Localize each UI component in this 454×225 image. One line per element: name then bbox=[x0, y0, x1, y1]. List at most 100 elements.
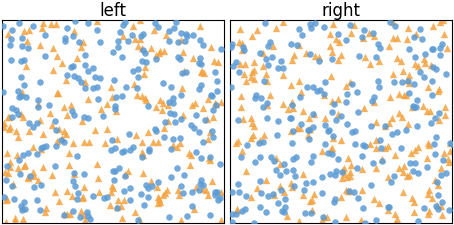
Point bbox=[288, 103, 295, 106]
Point bbox=[423, 165, 430, 169]
Point bbox=[20, 164, 27, 168]
Point bbox=[345, 190, 353, 193]
Point bbox=[2, 179, 10, 182]
Point bbox=[80, 172, 88, 176]
Point bbox=[140, 171, 147, 175]
Point bbox=[107, 190, 114, 194]
Point bbox=[432, 204, 439, 208]
Point bbox=[327, 74, 335, 78]
Point bbox=[207, 155, 214, 159]
Point bbox=[329, 50, 336, 53]
Point bbox=[370, 34, 377, 38]
Point bbox=[306, 128, 313, 131]
Point bbox=[182, 39, 189, 43]
Point bbox=[196, 188, 203, 191]
Point bbox=[358, 218, 365, 222]
Point bbox=[346, 80, 353, 83]
Point bbox=[410, 200, 418, 204]
Point bbox=[446, 142, 454, 145]
Point bbox=[119, 24, 127, 27]
Point bbox=[202, 188, 210, 192]
Point bbox=[259, 52, 266, 55]
Point bbox=[259, 140, 266, 144]
Point bbox=[192, 101, 199, 105]
Point bbox=[170, 112, 178, 116]
Point bbox=[4, 171, 11, 174]
Point bbox=[2, 220, 10, 224]
Point bbox=[79, 195, 86, 199]
Point bbox=[437, 166, 444, 170]
Point bbox=[410, 36, 417, 39]
Point bbox=[291, 174, 298, 178]
Point bbox=[218, 100, 225, 104]
Point bbox=[306, 137, 313, 141]
Point bbox=[305, 117, 312, 120]
Point bbox=[94, 97, 102, 101]
Point bbox=[391, 25, 398, 28]
Point bbox=[158, 108, 166, 112]
Point bbox=[138, 155, 146, 158]
Point bbox=[279, 20, 286, 23]
Point bbox=[64, 73, 71, 77]
Point bbox=[160, 81, 167, 85]
Point bbox=[360, 206, 367, 210]
Point bbox=[263, 116, 271, 119]
Point bbox=[436, 20, 444, 24]
Point bbox=[21, 58, 28, 62]
Point bbox=[213, 90, 221, 93]
Point bbox=[337, 115, 345, 118]
Point bbox=[42, 54, 49, 58]
Point bbox=[237, 94, 245, 98]
Point bbox=[53, 22, 60, 26]
Point bbox=[21, 164, 28, 167]
Point bbox=[368, 100, 375, 103]
Point bbox=[159, 193, 167, 196]
Point bbox=[42, 210, 49, 214]
Point bbox=[309, 208, 316, 212]
Point bbox=[434, 207, 442, 210]
Point bbox=[118, 94, 125, 97]
Point bbox=[298, 122, 305, 125]
Point bbox=[328, 153, 336, 156]
Point bbox=[253, 28, 261, 32]
Point bbox=[270, 193, 277, 197]
Point bbox=[232, 141, 240, 145]
Point bbox=[128, 34, 135, 37]
Point bbox=[428, 121, 435, 124]
Point bbox=[23, 95, 30, 99]
Point bbox=[68, 103, 75, 106]
Point bbox=[304, 133, 311, 137]
Point bbox=[38, 148, 45, 151]
Point bbox=[390, 80, 397, 83]
Point bbox=[284, 108, 291, 111]
Point bbox=[78, 210, 85, 213]
Point bbox=[186, 151, 193, 155]
Point bbox=[29, 170, 36, 173]
Point bbox=[19, 217, 26, 221]
Point bbox=[139, 94, 146, 97]
Point bbox=[59, 61, 66, 65]
Point bbox=[263, 101, 271, 105]
Point bbox=[174, 56, 182, 59]
Title: right: right bbox=[322, 2, 360, 20]
Point bbox=[434, 183, 441, 187]
Point bbox=[415, 145, 422, 148]
Point bbox=[333, 170, 340, 173]
Point bbox=[393, 130, 400, 134]
Point bbox=[372, 146, 380, 150]
Point bbox=[415, 219, 422, 223]
Point bbox=[150, 29, 157, 32]
Point bbox=[136, 37, 143, 41]
Point bbox=[6, 43, 14, 47]
Point bbox=[169, 101, 177, 104]
Point bbox=[236, 71, 243, 74]
Point bbox=[2, 198, 9, 201]
Point bbox=[9, 29, 16, 32]
Point bbox=[64, 190, 71, 193]
Point bbox=[372, 55, 380, 58]
Point bbox=[256, 156, 263, 159]
Point bbox=[358, 188, 365, 192]
Point bbox=[261, 21, 268, 25]
Point bbox=[178, 38, 185, 42]
Point bbox=[295, 219, 302, 223]
